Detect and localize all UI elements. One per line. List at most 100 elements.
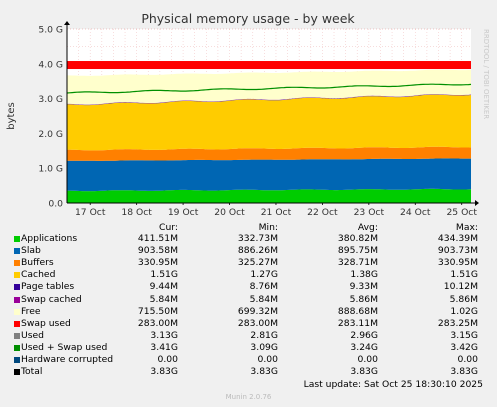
x-tick-label: 24 Oct: [400, 207, 431, 218]
legend-label: Cached: [21, 269, 56, 281]
legend-value-avg: 283.11M: [337, 317, 378, 329]
legend-row: Cached 1.51G 1.27G 1.38G 1.51G: [8, 269, 484, 281]
legend-row: Swap cached 5.84M 5.84M 5.86M 5.86M: [8, 294, 484, 306]
legend-value-max: 434.39M: [437, 233, 478, 244]
legend-label: Swap cached: [21, 293, 82, 305]
axes: 0.0 1.0 G 2.0 G 3.0 G 4.0 G 5.0 G 17 Oct 18 Oct…: [38, 21, 479, 218]
rrdtool-watermark: RRDTOOL / TOBI OETIKER: [482, 29, 490, 119]
legend-swatch: [14, 344, 20, 351]
legend-label: Applications: [21, 233, 78, 244]
legend-value-min: 332.73M: [237, 233, 278, 244]
chart-title: Physical memory usage - by week: [141, 11, 355, 26]
legend-value-cur: 3.83G: [150, 366, 178, 378]
legend-value-max: 330.95M: [437, 257, 478, 269]
legend-swatch: [14, 308, 20, 315]
legend-row: Buffers 330.95M 325.27M 328.71M 330.95M: [8, 257, 484, 269]
legend-swatch: [14, 284, 20, 291]
legend-value-min: 1.27G: [250, 269, 278, 281]
legend-value-avg: 9.33M: [349, 281, 378, 293]
y-tick-label: 1.0 G: [38, 164, 63, 175]
legend-value-min: 8.76M: [249, 281, 278, 293]
legend-value-avg: 0.00: [357, 354, 378, 365]
legend-value-cur: 3.41G: [150, 341, 178, 353]
col-header-cur: Cur:: [159, 222, 178, 233]
y-tick-label: 2.0 G: [38, 129, 63, 140]
legend-swatch: [14, 369, 20, 376]
legend-row: Page tables 9.44M 8.76M 9.33M 10.12M: [8, 281, 484, 293]
legend-value-min: 283.00M: [237, 317, 278, 329]
x-tick-label: 19 Oct: [168, 207, 199, 218]
x-tick-label: 20 Oct: [214, 207, 245, 218]
legend-value-min: 325.27M: [237, 257, 278, 269]
legend-value-max: 3.15G: [450, 329, 478, 341]
legend-value-min: 886.26M: [237, 245, 278, 257]
area-swap-used: [67, 61, 471, 70]
legend-value-max: 0.00: [457, 354, 478, 365]
legend-row: Slab 903.58M 886.26M 895.75M 903.73M: [8, 245, 484, 257]
legend-value-avg: 2.96G: [350, 329, 378, 341]
legend-label: Used: [21, 329, 44, 341]
legend-swatch: [14, 236, 20, 242]
legend-value-avg: 3.24G: [350, 341, 378, 353]
col-header-avg: Avg:: [357, 222, 378, 233]
legend-value-min: 0.00: [257, 354, 278, 365]
y-tick-label: 3.0 G: [38, 94, 63, 105]
legend-value-cur: 715.50M: [137, 305, 178, 317]
legend-value-max: 1.02G: [450, 305, 478, 317]
legend-row: Free 715.50M 699.32M 888.68M 1.02G: [8, 306, 484, 318]
legend-value-avg: 380.82M: [337, 233, 378, 244]
area-buffers: [67, 146, 471, 161]
area-slab: [67, 158, 471, 192]
legend-label: Swap used: [21, 317, 71, 329]
legend-label: Total: [21, 366, 43, 378]
last-update: Last update: Sat Oct 25 18:30:10 2025: [303, 379, 483, 390]
legend-value-min: 2.81G: [250, 329, 278, 341]
col-header-max: Max:: [455, 222, 478, 233]
legend-value-avg: 888.68M: [337, 305, 378, 317]
legend-label: Used + Swap used: [21, 341, 108, 353]
legend-value-cur: 9.44M: [149, 281, 178, 293]
x-tick-label: 21 Oct: [261, 207, 292, 218]
legend-value-max: 3.42G: [450, 341, 478, 353]
legend-value-avg: 3.83G: [350, 366, 378, 378]
legend-value-avg: 895.75M: [337, 245, 378, 257]
legend-value-min: 3.83G: [250, 366, 278, 378]
legend-row: Hardware corrupted 0.00 0.00 0.00 0.00: [8, 354, 484, 366]
y-axis-arrow-icon: [64, 21, 70, 25]
area-cached: [67, 94, 471, 151]
legend-label: Hardware corrupted: [21, 354, 114, 365]
legend-value-max: 5.86M: [449, 293, 478, 305]
legend-row: Applications 411.51M 332.73M 380.82M 434.39M: [8, 233, 484, 245]
legend-value-cur: 1.51G: [150, 269, 178, 281]
legend-swatch: [14, 320, 20, 327]
legend-row: Swap used 283.00M 283.00M 283.11M 283.25M: [8, 318, 484, 330]
stacked-areas: [66, 61, 472, 203]
legend-row: Used + Swap used 3.41G 3.09G 3.24G 3.42G: [8, 342, 484, 354]
legend-label: Buffers: [21, 257, 54, 269]
y-tick-label: 0.0: [48, 199, 63, 210]
legend-value-avg: 5.86M: [349, 293, 378, 305]
legend-swatch: [14, 357, 20, 363]
legend-swatch: [14, 296, 20, 303]
y-tick-label: 4.0 G: [38, 59, 63, 70]
legend-swatch: [14, 260, 20, 267]
y-tick-label: 5.0 G: [38, 25, 63, 36]
legend-value-cur: 0.00: [157, 354, 178, 365]
x-tick-label: 23 Oct: [354, 207, 385, 218]
legend-value-avg: 328.71M: [337, 257, 378, 269]
legend-swatch: [14, 332, 20, 339]
legend-value-cur: 3.13G: [150, 329, 178, 341]
legend-row: Used 3.13G 2.81G 2.96G 3.15G: [8, 330, 484, 342]
legend-value-cur: 903.58M: [137, 245, 178, 257]
col-header-min: Min:: [258, 222, 278, 233]
x-tick-label: 25 Oct: [446, 207, 477, 218]
x-axis-arrow-icon: [475, 200, 479, 206]
legend-label: Slab: [21, 245, 41, 257]
area-applications: [67, 188, 471, 203]
legend-value-cur: 330.95M: [137, 257, 178, 269]
legend-swatch: [14, 248, 20, 255]
x-tick-label: 17 Oct: [75, 207, 106, 218]
memory-chart: 0.0 1.0 G 2.0 G 3.0 G 4.0 G 5.0 G 17 Oct 18 Oct…: [6, 11, 490, 218]
x-tick-label: 22 Oct: [307, 207, 338, 218]
legend-value-min: 5.84M: [249, 293, 278, 305]
